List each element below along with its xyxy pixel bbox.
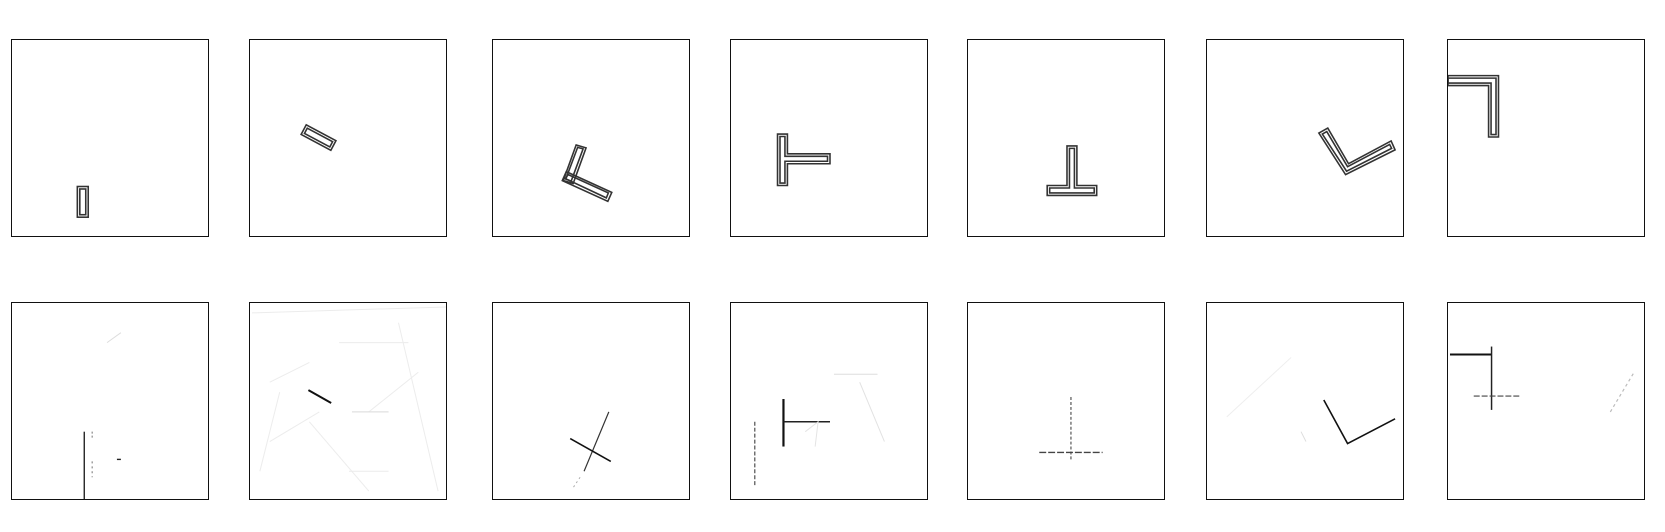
- skeleton-inverted-t-lines: [1039, 397, 1103, 460]
- panel-skeleton-v-shape: [1206, 302, 1404, 500]
- panel-skeleton-bar: [11, 302, 209, 500]
- outline-bar-shape: [76, 185, 90, 218]
- panel-outline-v-shape: [1206, 39, 1404, 237]
- panel-skeleton-t-left: [730, 302, 928, 500]
- panel-outline-bar: [11, 39, 209, 237]
- skeleton-tilted-bar-lines: [251, 306, 446, 492]
- skeleton-tilted-t-lines: [569, 411, 612, 490]
- outline-tilted-bar-shape: [300, 123, 338, 152]
- panel-outline-bar-tilted: [249, 39, 447, 237]
- panel-outline-l-corner: [1447, 39, 1645, 237]
- outline-left-t-shape: [776, 133, 831, 187]
- panel-skeleton-t-inverted: [967, 302, 1165, 500]
- skeleton-v-lines: [1226, 357, 1396, 445]
- outline-l-corner-shape: [1448, 74, 1500, 138]
- panel-outline-t-inverted: [967, 39, 1165, 237]
- panel-outline-t-tilted: [492, 39, 690, 237]
- outline-v-shape: [1317, 127, 1397, 176]
- panel-skeleton-l-corner: [1447, 302, 1645, 500]
- panel-skeleton-t-tilted: [492, 302, 690, 500]
- panel-outline-t-left: [730, 39, 928, 237]
- outline-inverted-t-shape: [1046, 145, 1098, 197]
- panel-skeleton-bar-tilted: [249, 302, 447, 500]
- skeleton-l-corner-lines: [1449, 346, 1635, 413]
- outline-tilted-t-shape: [561, 143, 613, 203]
- skeleton-bar-lines: [83, 332, 122, 499]
- skeleton-left-t-lines: [754, 373, 885, 488]
